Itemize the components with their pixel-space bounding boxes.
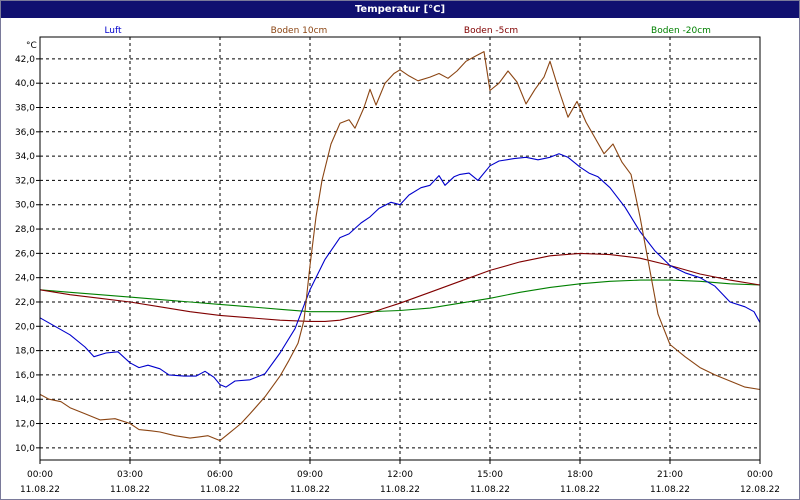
x-tick-time-label: 12:00 [387,470,413,480]
series-line-luft [39,153,761,388]
y-tick-label: 42,0 [15,55,35,65]
y-axis-ticks: 10,0 12,0 14,0 16,0 18,0 20,0 22,0 24,0 26,0 28,0… [15,55,40,454]
y-tick-label: 36,0 [15,128,35,138]
chart-series [39,51,761,442]
legend-entry: Boden -20cm [651,26,711,36]
x-tick-date-label: 11.08.22 [200,485,240,495]
x-tick-time-label: 00:00 [747,470,773,480]
y-tick-label: 24,0 [15,274,35,284]
y-tick-label: 38,0 [15,104,35,114]
x-tick-date-label: 11.08.22 [20,485,60,495]
x-tick-time-label: 21:00 [657,470,683,480]
x-tick-date-label: 12.08.22 [740,485,780,495]
y-tick-label: 18,0 [15,347,35,357]
y-tick-label: 12,0 [15,420,35,430]
y-tick-label: 20,0 [15,322,35,332]
x-tick-date-label: 11.08.22 [650,485,690,495]
x-tick-time-label: 06:00 [207,470,233,480]
y-tick-label: 22,0 [15,298,35,308]
x-tick-date-label: 11.08.22 [290,485,330,495]
series-line-boden-5cm [39,252,761,322]
x-tick-date-label: 11.08.22 [380,485,420,495]
y-tick-label: 10,0 [15,444,35,454]
chart-legend: Luft Boden 10cm Boden -5cm Boden -20cm [104,26,711,36]
y-tick-label: 28,0 [15,225,35,235]
x-tick-date-label: 11.08.22 [560,485,600,495]
x-tick-time-label: 18:00 [567,470,593,480]
series-line-boden-20cm [39,279,761,313]
x-tick-time-label: 03:00 [117,470,143,480]
y-tick-label: 16,0 [15,371,35,381]
chart-title: Temperatur [°C] [1,1,799,18]
y-tick-label: 32,0 [15,176,35,186]
chart-grid [40,37,760,460]
x-tick-time-label: 00:00 [27,470,53,480]
x-tick-time-label: 15:00 [477,470,503,480]
x-tick-date-label: 11.08.22 [470,485,510,495]
y-tick-label: 26,0 [15,249,35,259]
x-tick-date-label: 11.08.22 [110,485,150,495]
y-tick-label: 34,0 [15,152,35,162]
x-tick-time-label: 09:00 [297,470,323,480]
y-tick-label: 30,0 [15,201,35,211]
legend-entry: Boden 10cm [271,26,328,36]
y-axis-unit-label: °C [26,41,37,51]
y-tick-label: 40,0 [15,79,35,89]
legend-entry: Boden -5cm [464,26,518,36]
x-axis-ticks: 00:00 11.08.22 03:00 11.08.22 06:00 11.08.22 0… [20,460,780,495]
series-line-boden-10cm [39,51,761,442]
y-tick-label: 14,0 [15,395,35,405]
legend-entry: Luft [104,26,122,36]
